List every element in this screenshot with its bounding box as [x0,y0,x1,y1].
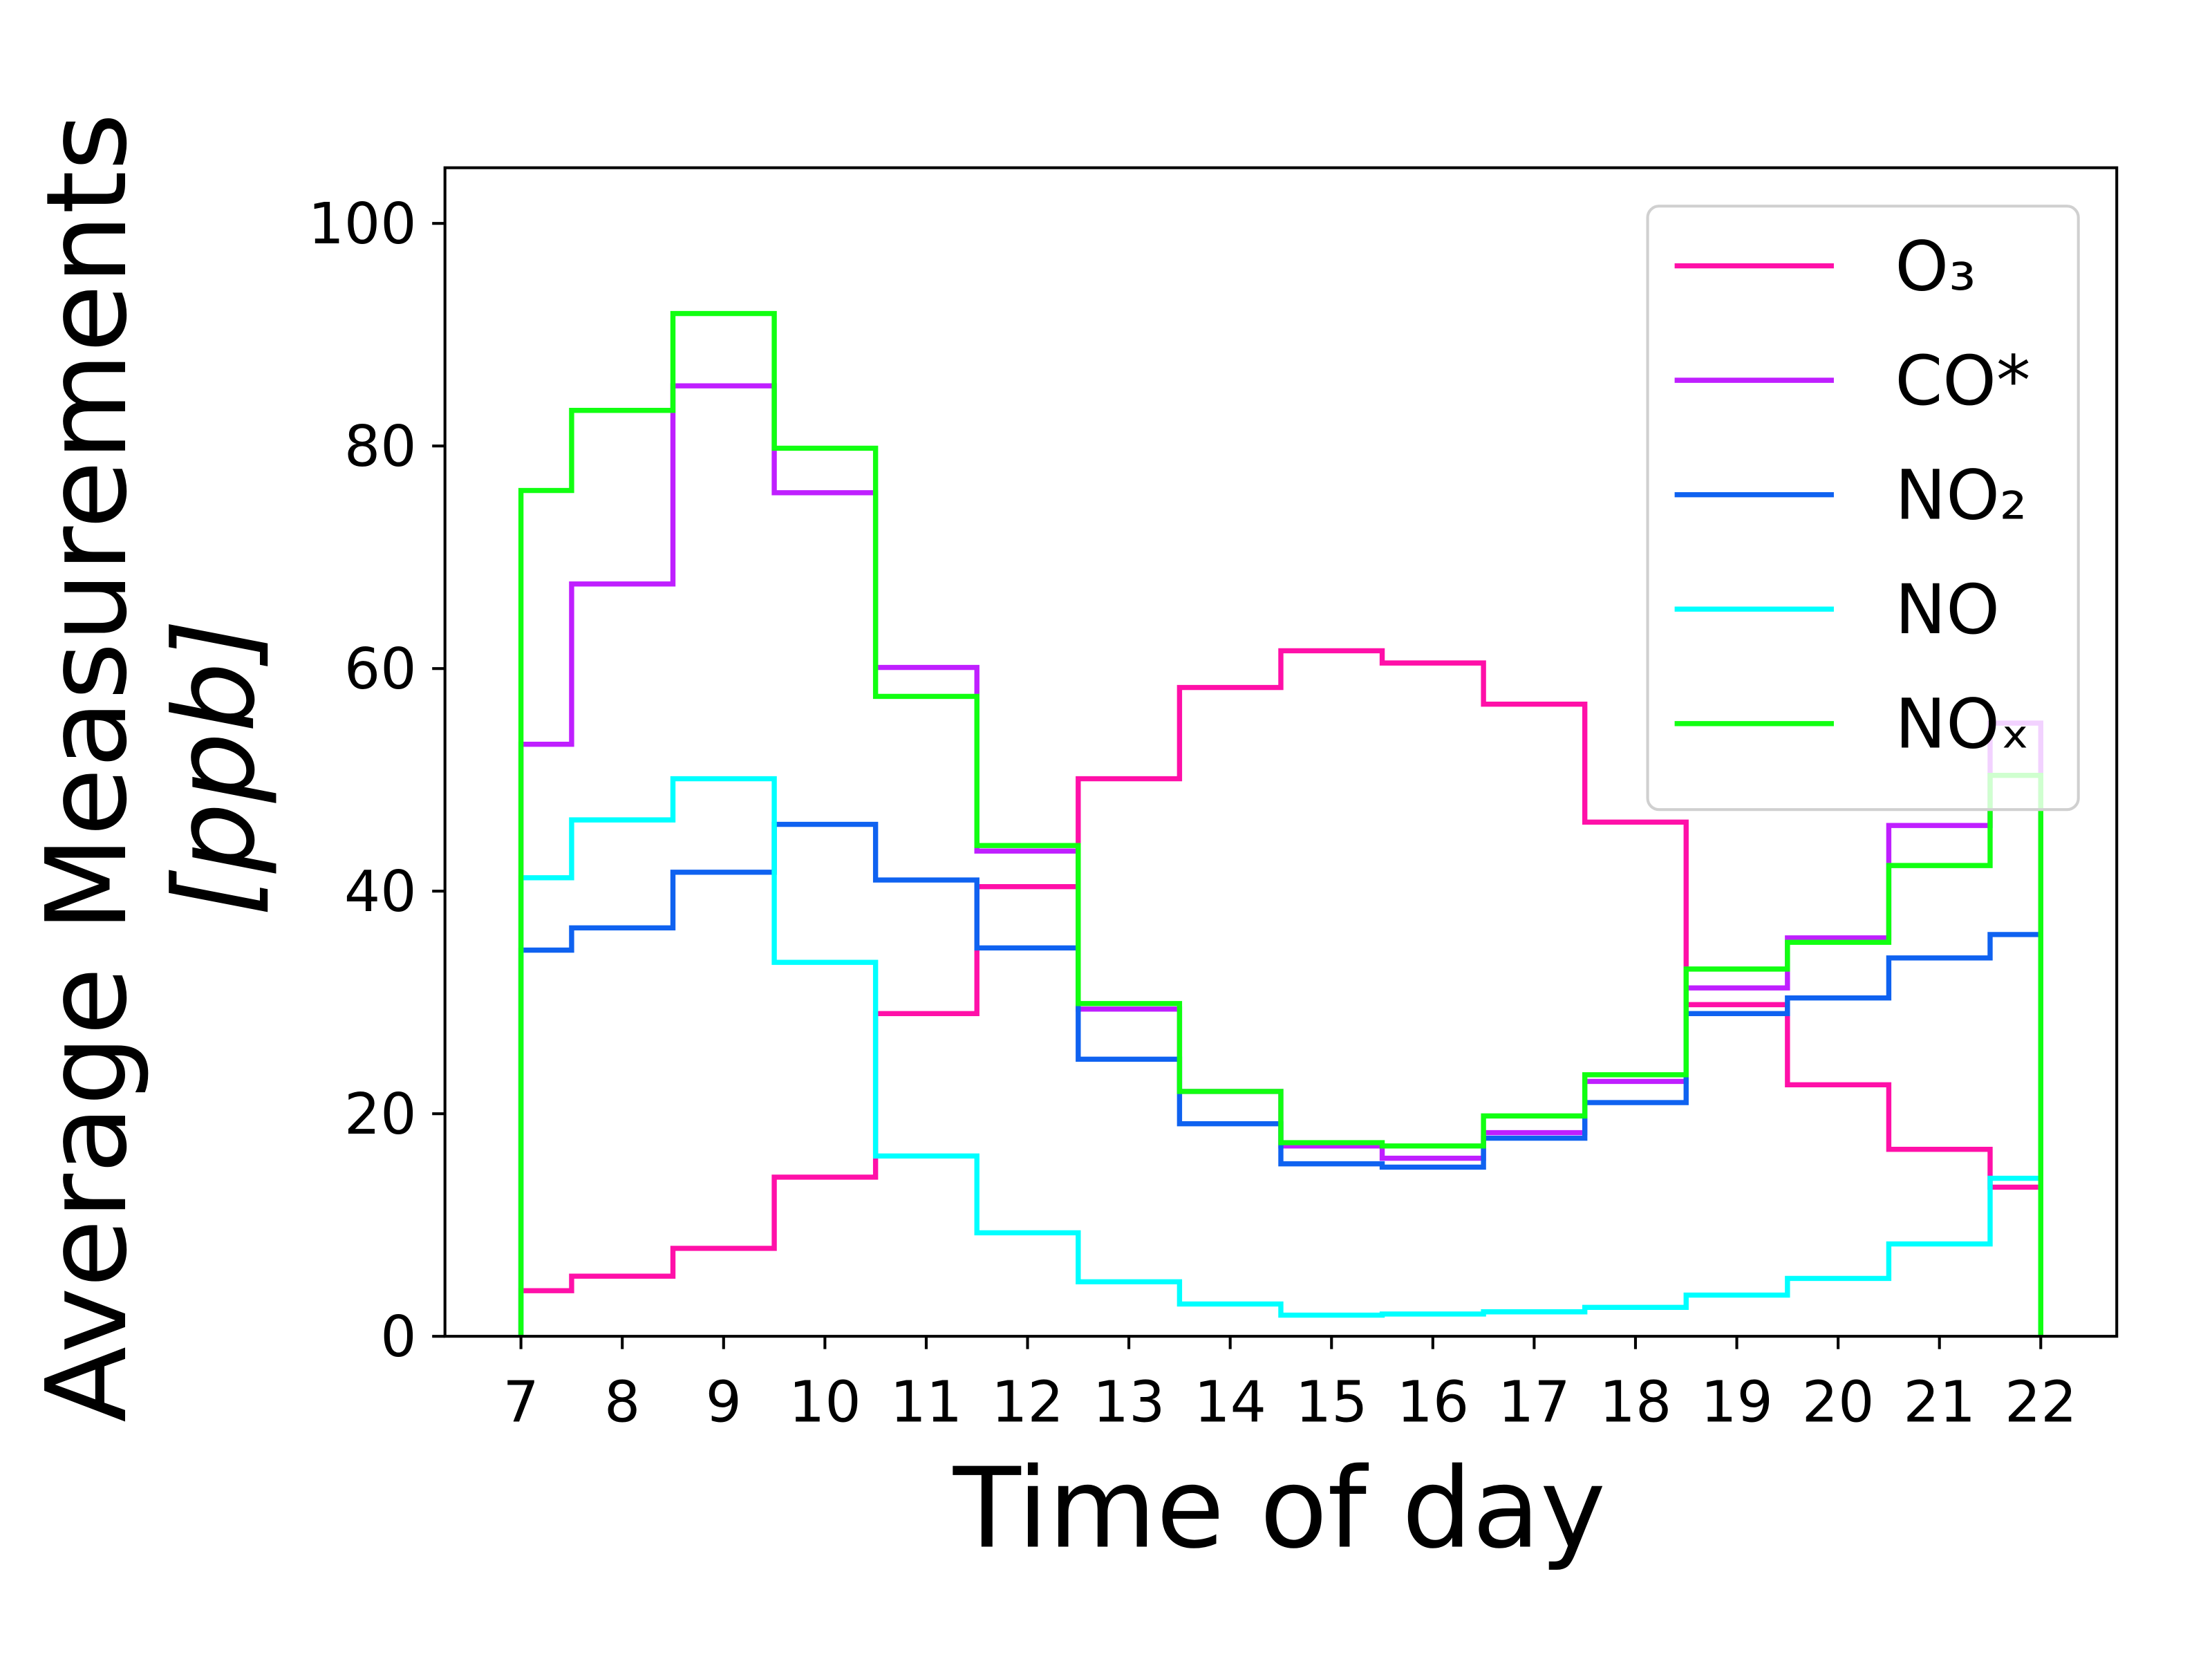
x-tick-label: 18 [1600,1370,1672,1436]
x-tick-label: 19 [1700,1370,1773,1436]
x-tick-label: 12 [991,1370,1064,1436]
legend-box [1646,205,2080,812]
x-tick-label: 21 [1903,1370,1976,1436]
y-tick-label: 100 [308,191,417,257]
x-axis-label: Time of day [953,1444,1606,1573]
y-tick-label: 0 [380,1304,416,1370]
x-tick-label: 13 [1093,1370,1165,1436]
x-tick-label: 16 [1396,1370,1469,1436]
plot-frame [443,166,2119,1338]
step-line [518,310,2043,1337]
x-tick-label: 22 [2005,1370,2077,1436]
legend-label: NOₓ [1895,685,2030,765]
legend-label: CO* [1895,341,2030,421]
step-line [518,648,2043,1337]
y-tick-label: 60 [344,637,417,702]
x-tick-label: 20 [1802,1370,1875,1436]
legend-label: O₃ [1895,227,1976,307]
y-axis-label: Average Measurements [22,113,151,1423]
x-tick-label: 15 [1295,1370,1368,1436]
step-line [518,821,2043,1337]
x-tick-label: 8 [604,1370,640,1436]
y-axis-label: [ppb] [150,619,279,917]
legend: O₃ CO* NO₂ NO NOₓ [1646,205,2080,812]
x-tick-label: 17 [1498,1370,1571,1436]
x-tick-label: 7 [503,1370,538,1436]
x-tick-label: 11 [890,1370,963,1436]
legend-label: NO₂ [1895,456,2027,536]
x-tick-label: 10 [789,1370,861,1436]
x-tick-label: 9 [706,1370,742,1436]
y-tick-label: 20 [344,1082,417,1147]
y-tick-label: 40 [344,859,417,925]
step-line [518,776,2043,1337]
legend-label: NO [1895,570,2000,650]
x-tick-label: 14 [1194,1370,1266,1436]
y-tick-label: 80 [344,414,417,480]
